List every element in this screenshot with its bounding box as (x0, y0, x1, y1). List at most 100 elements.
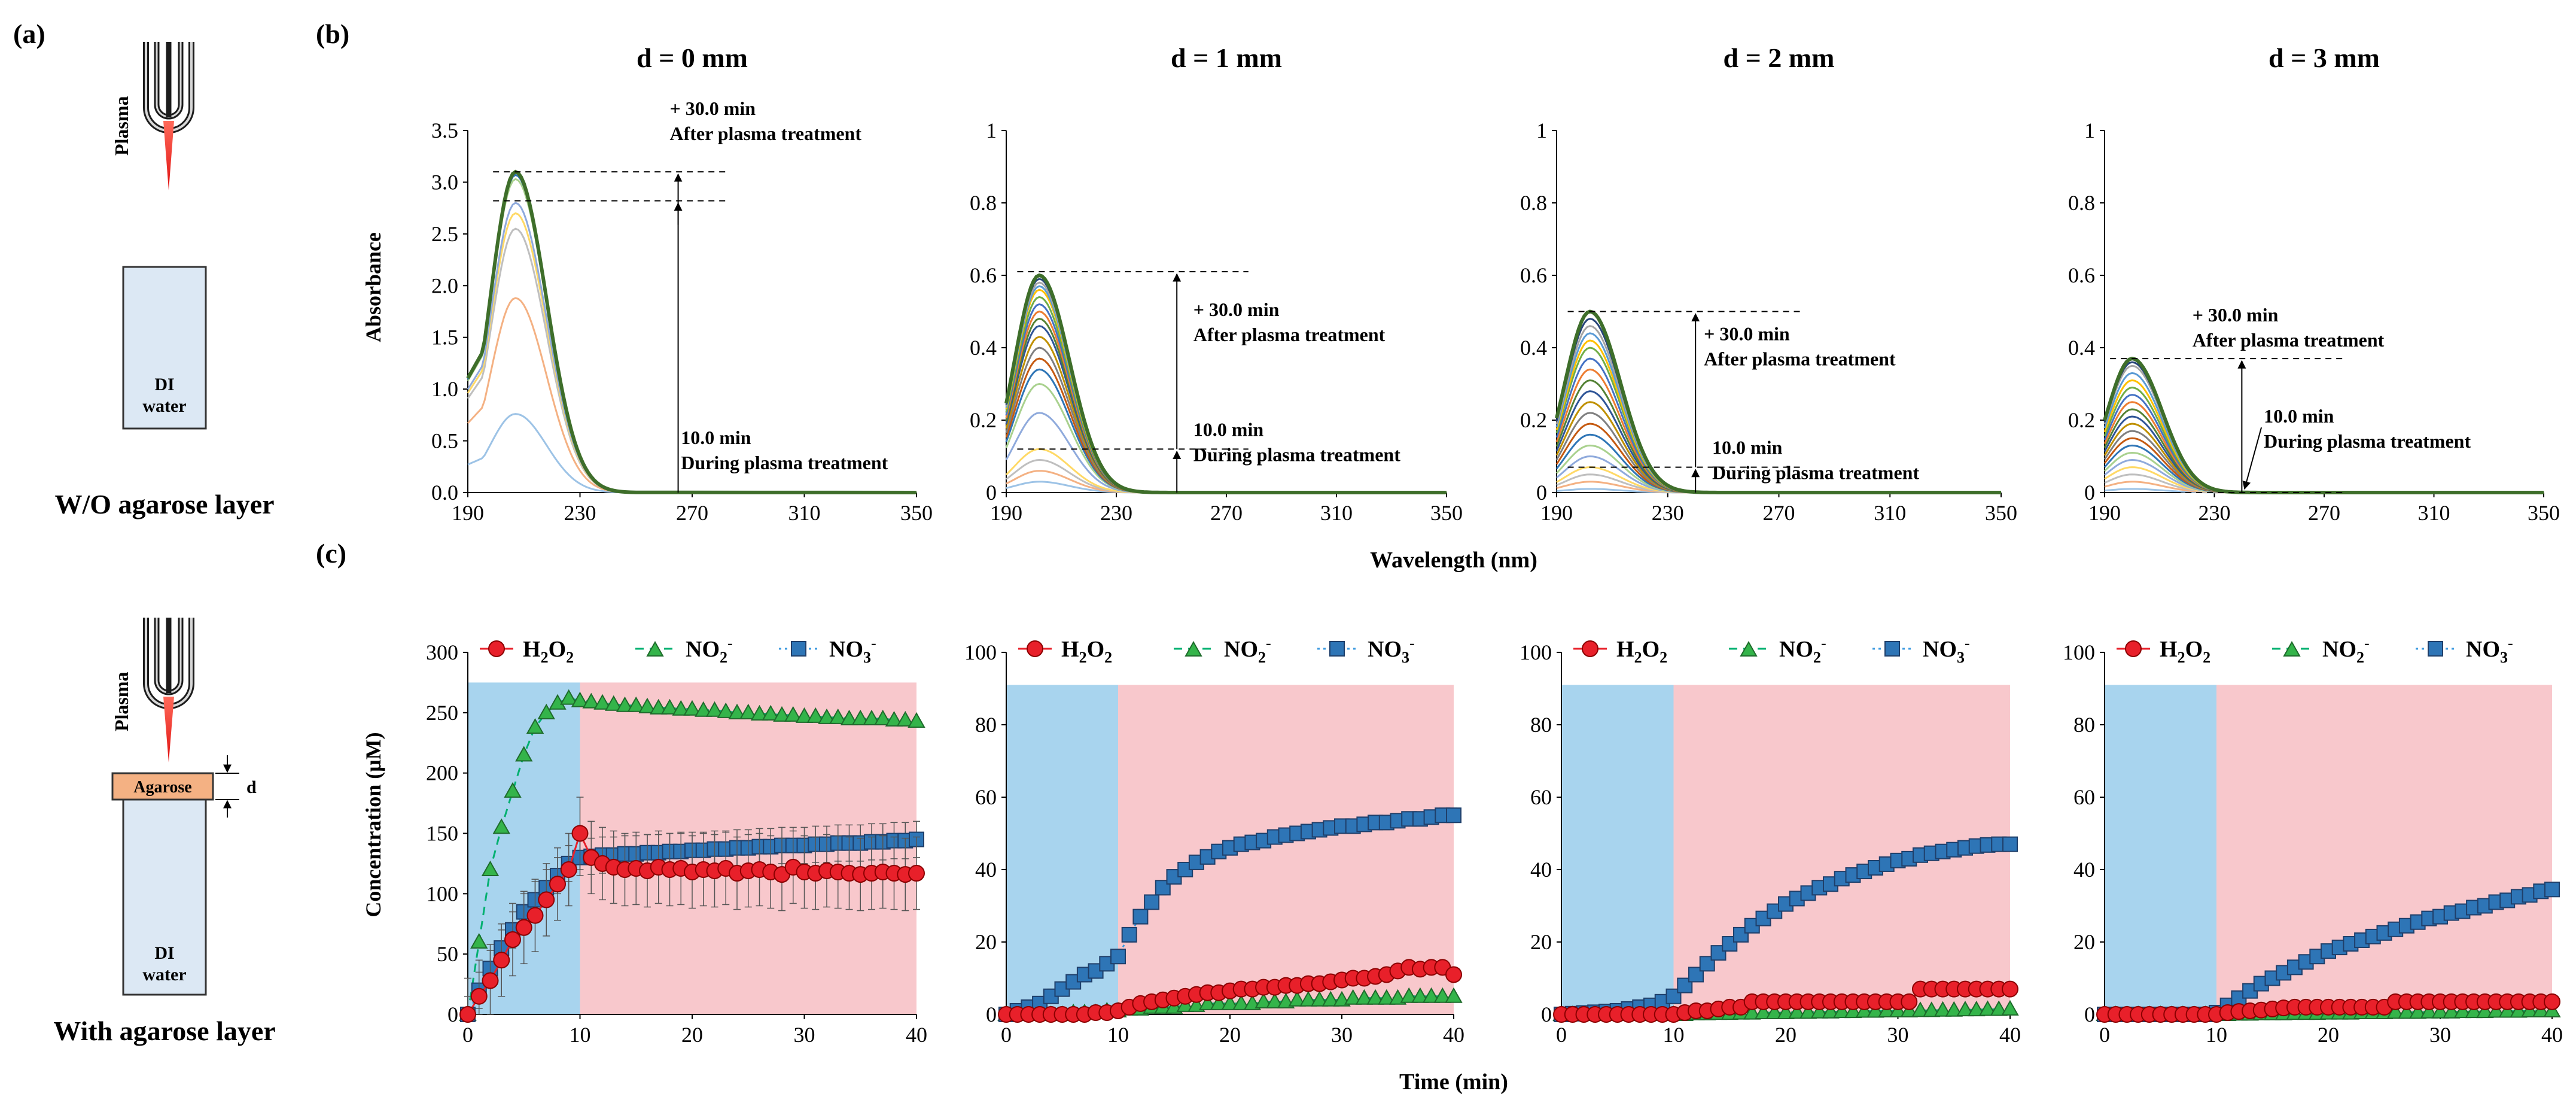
series-h2o2 (998, 959, 1462, 1023)
data-point (2386, 1003, 2404, 1019)
annotation-after-time: + 30.0 min (670, 98, 756, 119)
annotation-during-label: During plasma treatment (1712, 462, 1919, 484)
data-point (728, 703, 746, 719)
x-tick-label: 10 (1663, 1023, 1685, 1047)
caption-with-agarose: With agarose layer (53, 1016, 275, 1046)
y-tick-label: 60 (1530, 785, 1552, 809)
pointer-arrow (2242, 427, 2263, 490)
legend-label-h2o2: H2O2 (1061, 637, 1112, 666)
data-point (515, 746, 533, 762)
legend-text: NO (2466, 637, 2500, 662)
data-point (1198, 994, 1217, 1010)
series-h2o2 (1553, 980, 2018, 1023)
legend-text: 2 (1104, 649, 1112, 666)
data-point (1355, 989, 1374, 1005)
data-point (1299, 990, 1317, 1007)
data-point (2544, 993, 2560, 1010)
water-container (122, 798, 207, 996)
y-tick-label: 0 (986, 481, 997, 505)
y-tick-label: 150 (426, 822, 458, 846)
data-point (1866, 1002, 1884, 1018)
legend-text: 2 (1813, 649, 1821, 666)
data-point (683, 700, 701, 716)
schematic-without-agarose: Plasma DI water W/O agarose layer (54, 42, 275, 519)
data-point (492, 818, 510, 834)
legend-text: - (1266, 634, 1271, 652)
y-tick-label: 100 (1520, 640, 1552, 664)
y-tick-label: 20 (975, 930, 997, 954)
y-tick-label: 1 (2084, 118, 2095, 142)
legend-text: - (1409, 634, 1415, 652)
annotation-after-time: + 30.0 min (2193, 304, 2279, 326)
legend-text: 3 (2500, 649, 2508, 666)
legend-text: 2 (2356, 649, 2364, 666)
y-tick-label: 1.0 (431, 377, 458, 401)
y-tick-label: 3.0 (431, 170, 458, 194)
data-point (1968, 1001, 1986, 1017)
data-point (1446, 807, 1461, 824)
data-point (1027, 640, 1043, 657)
legend-label-no3: NO3- (829, 634, 876, 666)
annotation-after-time: + 30.0 min (1193, 299, 1280, 320)
agarose-layer (111, 772, 214, 801)
data-point (504, 931, 521, 948)
thickness-indicator (215, 755, 239, 818)
y-tick-label: 300 (426, 640, 458, 664)
data-point (773, 706, 791, 722)
y-tick-label: 80 (975, 713, 997, 737)
data-point (791, 641, 806, 657)
plasma-label: Plasma (111, 96, 132, 156)
data-point (481, 860, 500, 876)
x-tick-label: 350 (900, 501, 933, 525)
data-point (470, 932, 488, 949)
legend-text: 3 (863, 649, 871, 666)
data-point (908, 865, 925, 882)
legend-text: 3 (1402, 649, 1409, 666)
x-tick-label: 310 (1874, 501, 1906, 525)
legend: H2O2 NO2- NO3- (480, 634, 876, 666)
water-label-line1: DI (154, 375, 174, 394)
y-tick-label: 20 (2073, 930, 2095, 954)
data-point (1422, 987, 1441, 1003)
spectrum-curve (1555, 309, 2001, 494)
data-point (2487, 1002, 2505, 1018)
data-point (1765, 1003, 1783, 1019)
legend-text: H (1616, 637, 1634, 662)
data-point (806, 707, 824, 723)
data-point (2002, 836, 2018, 852)
legend-text: NO (1224, 637, 1258, 662)
water-label-line1: DI (154, 943, 174, 963)
wavelength-x-label: Wavelength (nm) (1370, 548, 1537, 573)
y-tick-label: 0 (2084, 1002, 2095, 1026)
data-point (2125, 640, 2142, 657)
data-point (2465, 1002, 2483, 1019)
data-point (784, 706, 802, 722)
data-point (1266, 992, 1284, 1008)
thickness-label: d (246, 777, 257, 797)
data-point (863, 709, 881, 725)
data-point (571, 825, 589, 842)
legend-text: - (871, 634, 876, 652)
legend-label-h2o2: H2O2 (2160, 637, 2210, 666)
y-tick-label: 2.0 (431, 274, 458, 297)
data-point (2408, 1003, 2427, 1019)
x-tick-label: 10 (570, 1023, 591, 1047)
data-point (1777, 1003, 1795, 1019)
legend: H2O2 NO2- NO3- (2117, 634, 2513, 666)
data-point (2002, 980, 2018, 998)
data-point (1322, 990, 1340, 1007)
legend-label-no2: NO2- (2322, 634, 2370, 666)
legend: H2O2 NO2- NO3- (1573, 634, 1970, 666)
data-point (1933, 1001, 1952, 1017)
x-tick-label: 30 (1331, 1023, 1353, 1047)
y-tick-label: 0.2 (1520, 408, 1547, 432)
post-plasma-region (2216, 685, 2552, 1014)
legend-text: NO (1779, 637, 1813, 662)
data-point (908, 712, 925, 728)
spectrum-curve (467, 202, 917, 494)
annotation-after-label: After plasma treatment (1704, 348, 1896, 370)
x-tick-label: 0 (462, 1023, 473, 1047)
legend-text: - (1965, 634, 1970, 652)
y-tick-label: 100 (2063, 640, 2095, 664)
